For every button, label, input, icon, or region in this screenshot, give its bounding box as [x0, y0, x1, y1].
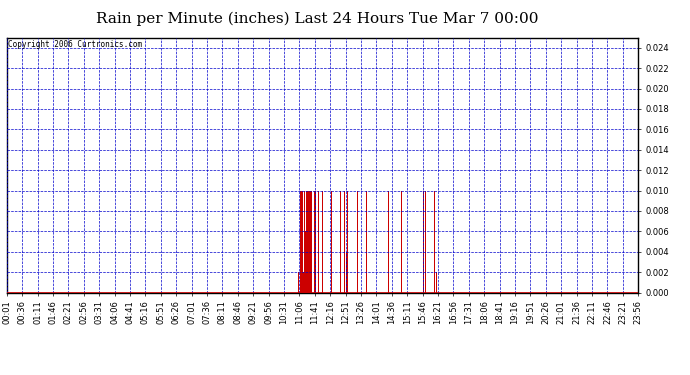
Text: Copyright 2006 Curtronics.com: Copyright 2006 Curtronics.com	[8, 40, 142, 49]
Text: Rain per Minute (inches) Last 24 Hours Tue Mar 7 00:00: Rain per Minute (inches) Last 24 Hours T…	[96, 11, 539, 26]
